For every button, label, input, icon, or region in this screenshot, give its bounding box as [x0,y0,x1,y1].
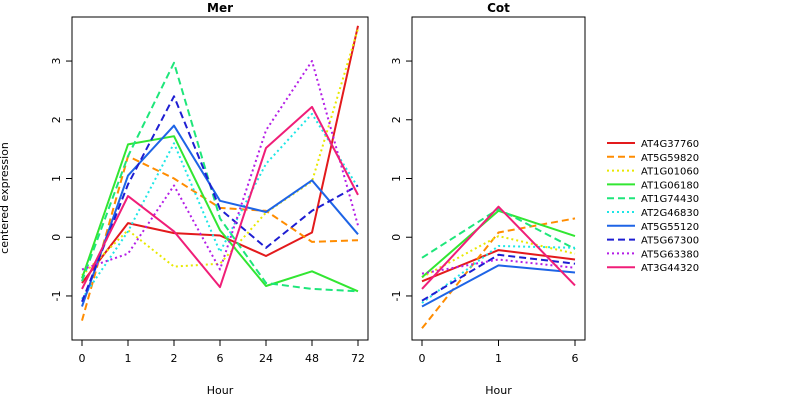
series-line [81,60,359,271]
legend: AT4G37760 AT5G59820 AT1G01060 AT1G06180 AT1G… [607,139,699,274]
x-tick-label: 1 [125,352,132,365]
series-line [81,124,359,307]
series-line [421,205,576,290]
series-line [81,28,359,277]
y-tick-label: 1 [50,175,63,182]
series-group [421,205,576,329]
y-tick-label: 0 [50,234,63,241]
legend-label: AT1G01060 [641,167,699,178]
series-line [81,61,359,293]
series-line [421,208,576,259]
x-tick-label: 2 [171,352,178,365]
series-group [81,25,359,321]
legend-label: AT1G74430 [641,194,699,205]
x-tick-label: 1 [495,352,502,365]
legend-label: AT5G63380 [641,249,699,260]
panel-mer: Mer -1 0 1 2 3 0 1 2 6 24 48 72 Hour [50,1,369,397]
y-tick-label: 0 [390,234,403,241]
y-tick-label: 2 [50,116,63,123]
series-line [81,95,359,303]
series-line [81,155,359,321]
y-tick-label: 1 [390,175,403,182]
x-tick-label: 0 [79,352,86,365]
panel-title: Cot [487,1,510,15]
series-line [81,112,359,300]
series-line [421,209,576,278]
legend-label: AT4G37760 [641,139,699,150]
panel-title: Mer [207,1,233,15]
series-line [81,105,359,290]
legend-label: AT5G67300 [641,236,699,247]
y-tick-label: 2 [390,116,403,123]
x-tick-label: 24 [259,352,273,365]
series-line [421,258,576,275]
x-tick-label: 0 [419,352,426,365]
series-line [421,217,576,329]
ylabel-group: centered expression [0,142,11,254]
series-line [81,135,359,293]
series-line [421,264,576,308]
x-tick-label: 6 [217,352,224,365]
y-axis-label: centered expression [0,142,11,254]
panel-cot: Cot -1 0 1 2 3 0 1 6 Hour [390,1,586,397]
series-line [421,245,576,304]
x-axis-label: Hour [207,384,234,397]
series-line [421,235,576,279]
x-tick-label: 6 [572,352,579,365]
series-line [421,253,576,302]
plot-frame [411,16,586,341]
x-axis-label: Hour [485,384,512,397]
y-tick-label: -1 [390,290,403,301]
y-tick-label: -1 [50,290,63,301]
y-tick-label: 3 [390,58,403,65]
x-tick-label: 48 [305,352,319,365]
series-line [81,25,359,284]
legend-label: AT1G06180 [641,180,699,191]
y-tick-label: 3 [50,58,63,65]
legend-label: AT5G55120 [641,222,699,233]
legend-label: AT3G44320 [641,263,699,274]
legend-label: AT2G46830 [641,208,699,219]
legend-label: AT5G59820 [641,153,699,164]
series-line [421,249,576,283]
x-tick-label: 72 [351,352,365,365]
